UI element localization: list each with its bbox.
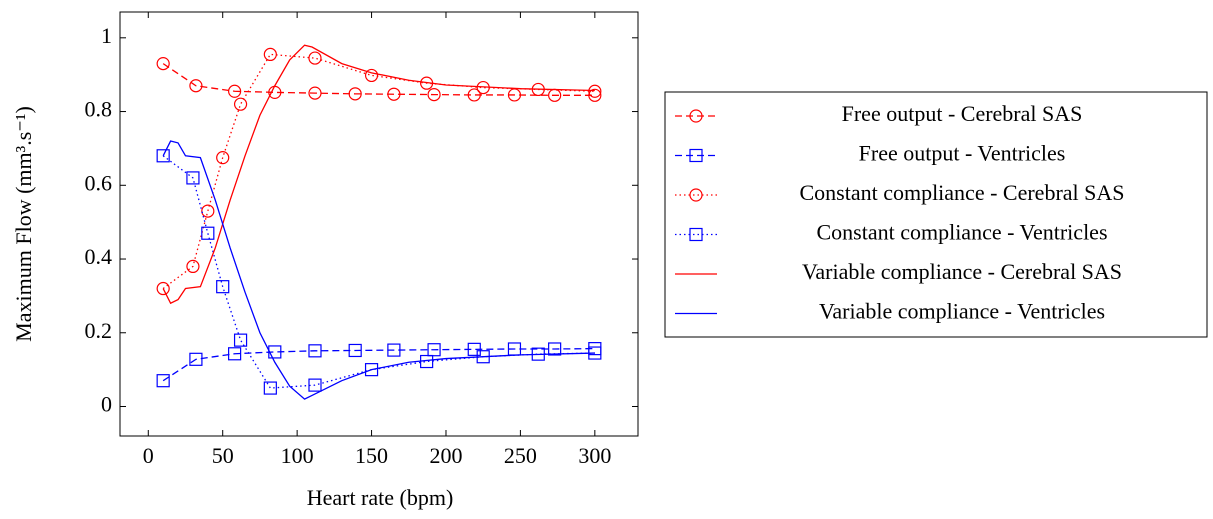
marker <box>156 281 170 296</box>
marker <box>228 84 242 98</box>
marker <box>348 343 362 358</box>
x-tick-label: 250 <box>504 443 537 468</box>
x-tick-label: 150 <box>355 443 388 468</box>
legend: Free output - Cerebral SAS Free output - … <box>664 91 1208 338</box>
marker <box>263 381 277 395</box>
marker <box>233 333 248 347</box>
marker <box>156 57 170 71</box>
marker <box>216 151 230 165</box>
marker <box>427 343 441 357</box>
x-tick-label: 50 <box>212 443 234 468</box>
y-tick-label: 0.8 <box>85 97 113 122</box>
series-line <box>162 63 595 96</box>
marker <box>467 342 481 356</box>
series-line <box>162 155 595 389</box>
marker <box>588 88 602 102</box>
marker <box>201 204 215 218</box>
marker <box>364 363 379 377</box>
y-axis-label: Maximum Flow (mm³.s⁻¹) <box>11 106 36 342</box>
marker <box>156 374 170 388</box>
marker <box>588 84 602 98</box>
marker <box>467 88 481 102</box>
series-line <box>162 44 595 305</box>
marker <box>689 109 703 123</box>
x-tick-label: 300 <box>578 443 611 468</box>
marker <box>689 227 703 242</box>
y-tick-label: 0.4 <box>85 244 113 269</box>
x-axis-label: Heart rate (bpm) <box>307 485 454 510</box>
legend-label: Free output - Ventricles <box>859 141 1066 166</box>
marker <box>233 97 248 111</box>
marker <box>689 148 703 163</box>
marker <box>308 344 322 358</box>
marker <box>216 280 230 294</box>
marker <box>427 87 441 102</box>
plot-frame <box>119 11 639 437</box>
x-tick-label: 0 <box>143 443 154 468</box>
legend-label: Variable compliance - Ventricles <box>819 299 1105 324</box>
marker <box>308 86 322 100</box>
marker <box>201 226 215 240</box>
series-line <box>162 140 595 400</box>
marker <box>263 47 277 62</box>
x-tick-label: 200 <box>429 443 462 468</box>
marker <box>308 378 322 392</box>
marker <box>364 68 379 83</box>
series-line <box>162 347 595 382</box>
marker <box>189 352 203 366</box>
marker <box>268 345 282 359</box>
marker <box>348 87 362 101</box>
marker <box>308 51 322 65</box>
legend-label: Variable compliance - Cerebral SAS <box>802 259 1122 284</box>
y-tick-label: 0.6 <box>85 170 113 195</box>
y-tick-label: 1 <box>101 23 112 48</box>
legend-box <box>664 91 1208 338</box>
marker <box>186 171 200 185</box>
marker <box>189 79 203 93</box>
marker <box>548 342 562 356</box>
legend-label: Constant compliance - Ventricles <box>816 220 1107 245</box>
marker <box>387 87 401 101</box>
x-tick-label: 100 <box>281 443 314 468</box>
marker <box>387 343 401 357</box>
y-tick-label: 0.2 <box>85 318 113 343</box>
marker <box>156 149 170 163</box>
legend-label: Constant compliance - Cerebral SAS <box>799 180 1124 205</box>
y-tick-label: 0 <box>101 392 112 417</box>
marker <box>186 259 200 273</box>
legend-label: Free output - Cerebral SAS <box>842 101 1083 126</box>
marker <box>228 347 242 361</box>
marker <box>689 188 703 202</box>
